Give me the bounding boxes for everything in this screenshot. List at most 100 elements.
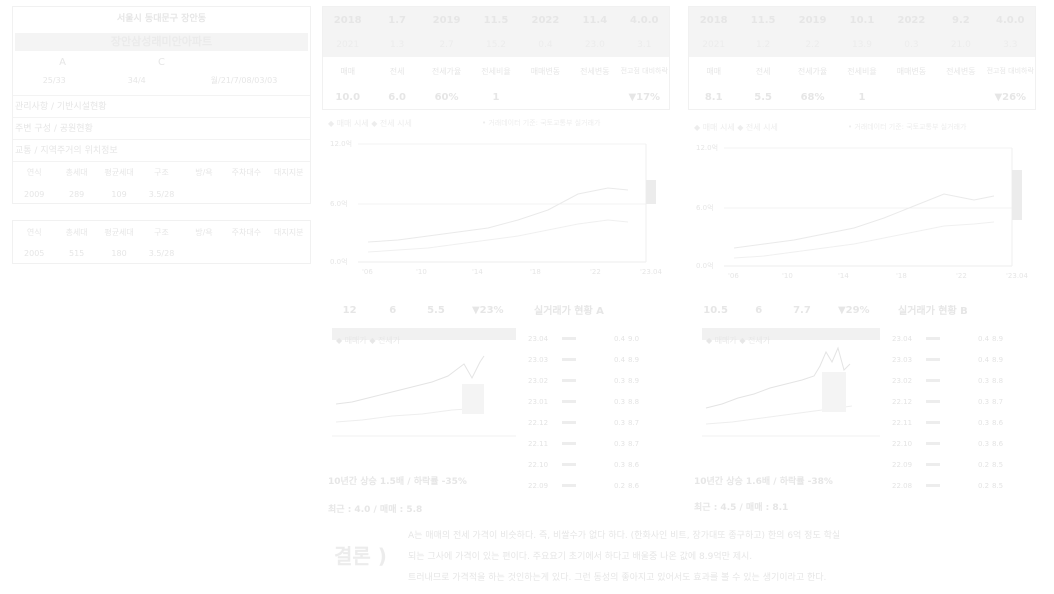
b-top-0: 2018 — [699, 14, 728, 26]
b-ytick-0: 12.0억 — [696, 144, 718, 152]
table1-h0: 연식 — [26, 168, 42, 177]
b-row: 22.12 0.3 8.7 — [892, 397, 1004, 406]
conclusion-title: 결론 ) — [334, 544, 387, 568]
a-h-3: 전세비율 — [481, 66, 511, 76]
table1-v1: 289 — [68, 189, 85, 199]
compare-b-stats: 10.5 6 7.7 ▼29% — [694, 302, 884, 318]
b-h-4: 매매변동 — [896, 66, 927, 76]
a-row: 22.10 0.3 8.6 — [528, 460, 640, 469]
a-xtick-1: '10 — [416, 268, 427, 276]
a-xtick-4: '22 — [590, 268, 601, 276]
a-h-0: 매매 — [340, 66, 356, 76]
a-h-5: 전세변동 — [580, 66, 610, 76]
table2-h5: 주차대수 — [231, 227, 262, 237]
a-sec-5: 23.0 — [584, 40, 605, 50]
summary-1: 34/4 — [127, 75, 146, 85]
b-sec-6: 3.3 — [1003, 40, 1018, 50]
label-transport: 교통 / 지역주거의 위치정보 — [13, 139, 310, 161]
b-row: 22.10 0.3 8.6 — [892, 439, 1004, 448]
b-top-6: 4.0.0 — [996, 14, 1025, 26]
a-h-2: 전세가율 — [431, 66, 462, 76]
a-recent-title: 실거래가 현황 A — [534, 306, 604, 317]
compare-a-mini-chart — [332, 355, 516, 437]
a-top-5: 11.4 — [582, 14, 608, 26]
a-v-6: ▼17% — [628, 91, 661, 103]
table2-header: 연식 총세대 평균세대 구조 방/욕 주차대수 대지지분 — [13, 221, 310, 243]
b-xtick-4: '22 — [956, 272, 967, 280]
a-chart-note: • 거래데이터 기준: 국토교통부 실거래가 — [482, 119, 601, 127]
a-stat-3: ▼23% — [471, 304, 504, 316]
a-h-4: 매매변동 — [530, 66, 561, 76]
a-sec-6: 3.1 — [637, 40, 652, 50]
a-top-2: 2019 — [432, 14, 461, 26]
label-facilities: 관리사항 / 기반시설현황 — [13, 95, 310, 117]
b-xtick-1: '10 — [782, 272, 793, 280]
b-h-0: 매매 — [706, 66, 722, 76]
compare-a-summary: 2018 1.7 2019 11.5 2022 11.4 4.0.0 2021 … — [322, 6, 670, 110]
table1-h6: 대지지분 — [274, 168, 304, 177]
table2-h0: 연식 — [26, 227, 42, 237]
summary-row: 25/33 34/4 월/21/7/08/03/03 — [13, 71, 310, 89]
a-h-6: 전고점 대비하락 — [620, 67, 668, 75]
compare-b-rows: 23.04 0.4 8.9 23.03 0.4 8.9 23.02 0.3 8.8 22.1… — [892, 328, 1042, 496]
table2-v2: 180 — [111, 248, 127, 258]
table1-h4: 방/욕 — [195, 168, 213, 177]
table1-h2: 평균세대 — [104, 168, 134, 177]
table2-h6: 대지지분 — [274, 227, 304, 237]
b-top-1: 11.5 — [750, 14, 776, 26]
b-sec-0: 2021 — [702, 40, 726, 50]
a-ytick-0: 12.0억 — [330, 140, 352, 148]
compare-a-headers: 매매 전세 전세가율 전세비율 매매변동 전세변동 전고점 대비하락 — [323, 57, 669, 85]
a-row: 23.04 0.4 9.0 — [528, 334, 640, 343]
a-sec-0: 2021 — [336, 40, 360, 50]
b-ytick-2: 0.0억 — [696, 262, 714, 270]
b-h-3: 전세비율 — [847, 66, 877, 76]
a-top-6: 4.0.0 — [630, 14, 659, 26]
a-legend2: ◆ 매매가 ◆ 전세가 — [336, 336, 401, 345]
table2-h4: 방/욕 — [195, 227, 213, 237]
a-row: 23.01 0.3 8.8 — [528, 397, 640, 406]
b-xtick-5: '23.04 — [1006, 272, 1029, 280]
b-stat-0: 10.5 — [703, 304, 728, 316]
b-row: 23.03 0.4 8.9 — [892, 355, 1004, 364]
b-h-1: 전세 — [755, 66, 771, 76]
b-ten-year: 10년간 상승 1.6배 / 하락률 -38% — [694, 477, 833, 487]
b-top-3: 10.1 — [849, 14, 875, 26]
a-h-1: 전세 — [389, 66, 405, 76]
left-table2: 연식 총세대 평균세대 구조 방/욕 주차대수 대지지분 2005 515 18… — [12, 220, 311, 264]
compare-a-rows: 23.04 0.4 9.0 23.03 0.4 8.9 23.02 0.3 8.9 23.0… — [528, 328, 678, 496]
a-sec-1: 1.3 — [389, 40, 405, 50]
a-mini-chart-header: ◆ 매매가 ◆ 전세가 — [332, 328, 516, 345]
conclusion-line-1: A는 매매의 전세 가격이 비슷하다. 즉, 비쌀수가 없다 하다. (한화사인… — [408, 531, 841, 541]
b-row: 23.02 0.3 8.8 — [892, 376, 1004, 385]
a-top-1: 1.7 — [388, 14, 406, 26]
table2-h2: 평균세대 — [104, 227, 134, 237]
a-xtick-0: '06 — [362, 268, 373, 276]
b-mini-chart-header: ◆ 매매가 ◆ 전세가 — [702, 328, 880, 345]
a-xtick-2: '14 — [472, 268, 483, 276]
compare-b-top-row: 2018 11.5 2019 10.1 2022 9.2 4.0.0 — [689, 7, 1035, 33]
table2-v0: 2005 — [24, 248, 45, 258]
a-row: 22.11 0.3 8.7 — [528, 439, 640, 448]
a-stat-1: 6 — [389, 304, 397, 316]
a-top-0: 2018 — [333, 14, 362, 26]
b-v-2: 68% — [800, 91, 825, 103]
compare-b-summary: 2018 11.5 2019 10.1 2022 9.2 4.0.0 2021 … — [688, 6, 1036, 110]
table1-v3: 3.5/28 — [148, 189, 175, 199]
b-v-1: 5.5 — [754, 91, 772, 103]
table2-v3: 3.5/28 — [148, 248, 175, 258]
b-stat-2: 7.7 — [793, 304, 811, 316]
b-v-0: 8.1 — [704, 91, 723, 103]
b-chart-legend: ◆ 매매 시세 ◆ 전세 시세 — [694, 123, 778, 132]
b-top-2: 2019 — [798, 14, 827, 26]
compare-a-stats: 12 6 5.5 ▼23% — [328, 302, 518, 318]
conclusion-line-3: 트러내므로 가격적을 하는 것인하는게 있다. 그런 동성의 좋아지고 있어서도… — [408, 573, 827, 583]
table1-v0: 2009 — [24, 189, 45, 199]
table2-h1: 총세대 — [65, 227, 88, 237]
summary-0: 25/33 — [42, 75, 66, 85]
left-panel: 서울시 동대문구 장안동 장안삼성래미안아파트 A C 25/33 34/4 월… — [12, 6, 311, 204]
b-chart-note: • 거래데이터 기준: 국토교통부 실거래가 — [848, 123, 967, 131]
b-xtick-2: '14 — [838, 272, 849, 280]
a-row: 22.12 0.3 8.7 — [528, 418, 640, 427]
a-ten-year: 10년간 상승 1.5배 / 하락률 -35% — [328, 477, 467, 487]
